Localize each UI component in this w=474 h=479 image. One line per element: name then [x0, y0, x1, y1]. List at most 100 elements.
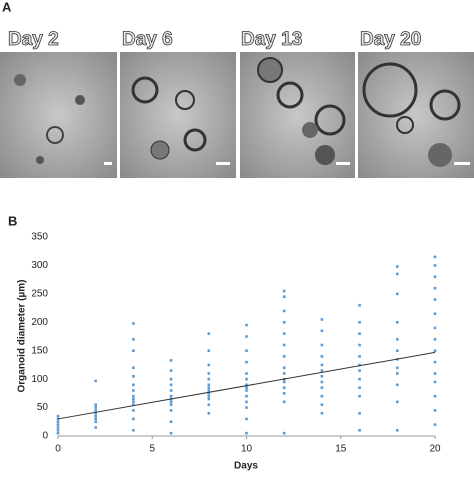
point	[169, 369, 173, 372]
point	[132, 397, 135, 401]
point	[282, 309, 286, 313]
point	[433, 298, 437, 301]
point	[320, 329, 324, 333]
point	[94, 426, 97, 429]
point	[358, 332, 361, 335]
point	[207, 383, 211, 387]
point	[169, 400, 173, 404]
point	[433, 326, 437, 330]
point	[245, 349, 248, 353]
point	[282, 343, 286, 347]
point	[396, 366, 399, 370]
point	[433, 312, 437, 316]
point	[396, 383, 399, 387]
point	[245, 360, 248, 364]
y-tick-label: 100	[31, 374, 48, 385]
point	[320, 380, 324, 384]
point	[282, 431, 286, 435]
micrograph	[0, 52, 474, 178]
point	[320, 411, 324, 415]
point	[433, 394, 437, 398]
point	[56, 426, 60, 429]
point	[132, 366, 135, 370]
x-axis-label: Days	[234, 461, 258, 472]
point	[433, 372, 437, 375]
point	[358, 429, 361, 432]
point	[433, 275, 437, 279]
x-tick-label: 5	[149, 444, 155, 455]
point	[169, 409, 173, 412]
point	[56, 414, 60, 418]
point	[245, 431, 248, 435]
point	[207, 386, 211, 389]
point	[433, 409, 437, 412]
point	[358, 363, 361, 367]
y-tick-label: 50	[37, 402, 49, 413]
point	[282, 392, 286, 395]
point	[358, 377, 361, 381]
point	[320, 343, 324, 347]
point	[132, 417, 135, 421]
point	[396, 429, 399, 432]
y-axis-label: Organoid diameter (µm)	[17, 280, 28, 393]
point	[320, 355, 324, 358]
point	[433, 380, 437, 384]
point	[358, 355, 361, 358]
x-tick-label: 15	[335, 444, 347, 455]
point	[320, 386, 324, 389]
y-tick-label: 200	[31, 317, 48, 328]
panel-label: B	[8, 213, 17, 228]
point	[245, 372, 248, 375]
point	[132, 429, 135, 432]
point	[56, 431, 60, 435]
point	[320, 363, 324, 367]
point	[245, 335, 248, 338]
point	[169, 389, 173, 392]
point	[207, 349, 211, 353]
point	[94, 411, 97, 415]
point	[358, 369, 361, 372]
point	[396, 349, 399, 353]
point	[396, 272, 399, 276]
y-tick-label: 0	[42, 431, 48, 442]
point	[132, 394, 135, 398]
point	[132, 349, 135, 353]
point	[169, 420, 173, 424]
point	[169, 383, 173, 387]
point	[94, 414, 97, 418]
point	[207, 372, 211, 375]
point	[282, 400, 286, 404]
y-tick-label: 250	[31, 288, 48, 299]
point	[132, 338, 135, 341]
point	[169, 394, 173, 398]
trendline	[57, 351, 436, 420]
point	[320, 318, 324, 321]
point	[207, 394, 211, 398]
point	[94, 409, 97, 412]
point	[396, 372, 399, 375]
point	[396, 338, 399, 341]
x-tick-label: 0	[55, 444, 61, 455]
point	[358, 386, 361, 389]
point	[245, 323, 248, 327]
point	[207, 377, 211, 381]
image-label: Day 20	[360, 29, 421, 50]
point	[282, 386, 286, 389]
point	[282, 295, 286, 298]
image-label: Day 13	[241, 29, 302, 50]
y-tick-label: 150	[31, 345, 48, 356]
point	[132, 409, 135, 412]
point	[282, 380, 286, 384]
point	[132, 383, 135, 387]
x-tick-label: 20	[429, 444, 441, 455]
point	[433, 255, 437, 259]
point	[132, 403, 135, 407]
point	[169, 403, 173, 407]
point	[245, 377, 248, 381]
point	[207, 389, 211, 392]
point	[433, 360, 437, 364]
point	[320, 403, 324, 407]
point	[56, 423, 60, 426]
point	[169, 359, 173, 362]
point	[320, 369, 324, 372]
